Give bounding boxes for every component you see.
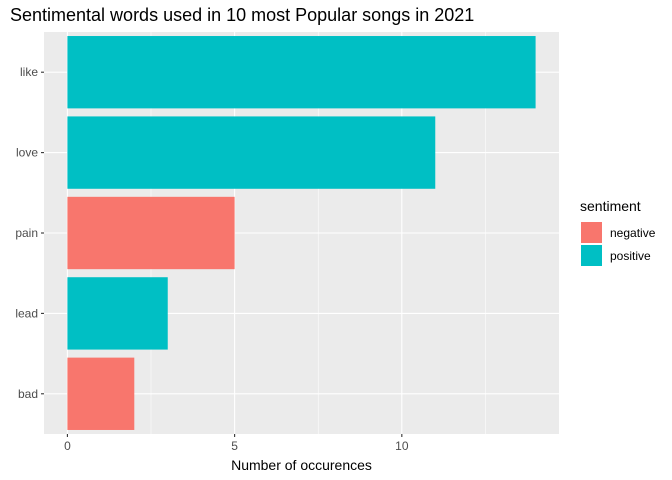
x-tick-label-0: 0 bbox=[64, 439, 71, 453]
bars bbox=[67, 36, 536, 430]
x-axis-title: Number of occurences bbox=[231, 457, 372, 473]
legend-label-negative: negative bbox=[610, 226, 656, 240]
y-tick-label-lead: lead bbox=[15, 306, 38, 320]
bar-love bbox=[67, 116, 436, 189]
legend-title: sentiment bbox=[580, 198, 641, 214]
chart-title: Sentimental words used in 10 most Popula… bbox=[10, 5, 474, 25]
legend-key-positive bbox=[581, 245, 602, 266]
x-tick-label-1: 5 bbox=[231, 439, 238, 453]
x-axis: 0 5 10 bbox=[64, 434, 409, 453]
bar-bad bbox=[67, 357, 135, 430]
bar-lead bbox=[67, 277, 168, 350]
y-tick-label-love: love bbox=[16, 146, 38, 160]
legend-key-negative bbox=[581, 222, 602, 243]
y-tick-label-bad: bad bbox=[18, 387, 38, 401]
x-tick-label-2: 10 bbox=[395, 439, 409, 453]
y-tick-label-pain: pain bbox=[15, 226, 38, 240]
y-axis: like love pain lead bad bbox=[15, 65, 44, 401]
y-tick-label-like: like bbox=[20, 65, 38, 79]
bar-pain bbox=[67, 196, 235, 270]
legend-label-positive: positive bbox=[610, 249, 651, 263]
legend: sentiment negative positive bbox=[580, 198, 656, 266]
bar-like bbox=[67, 36, 536, 109]
